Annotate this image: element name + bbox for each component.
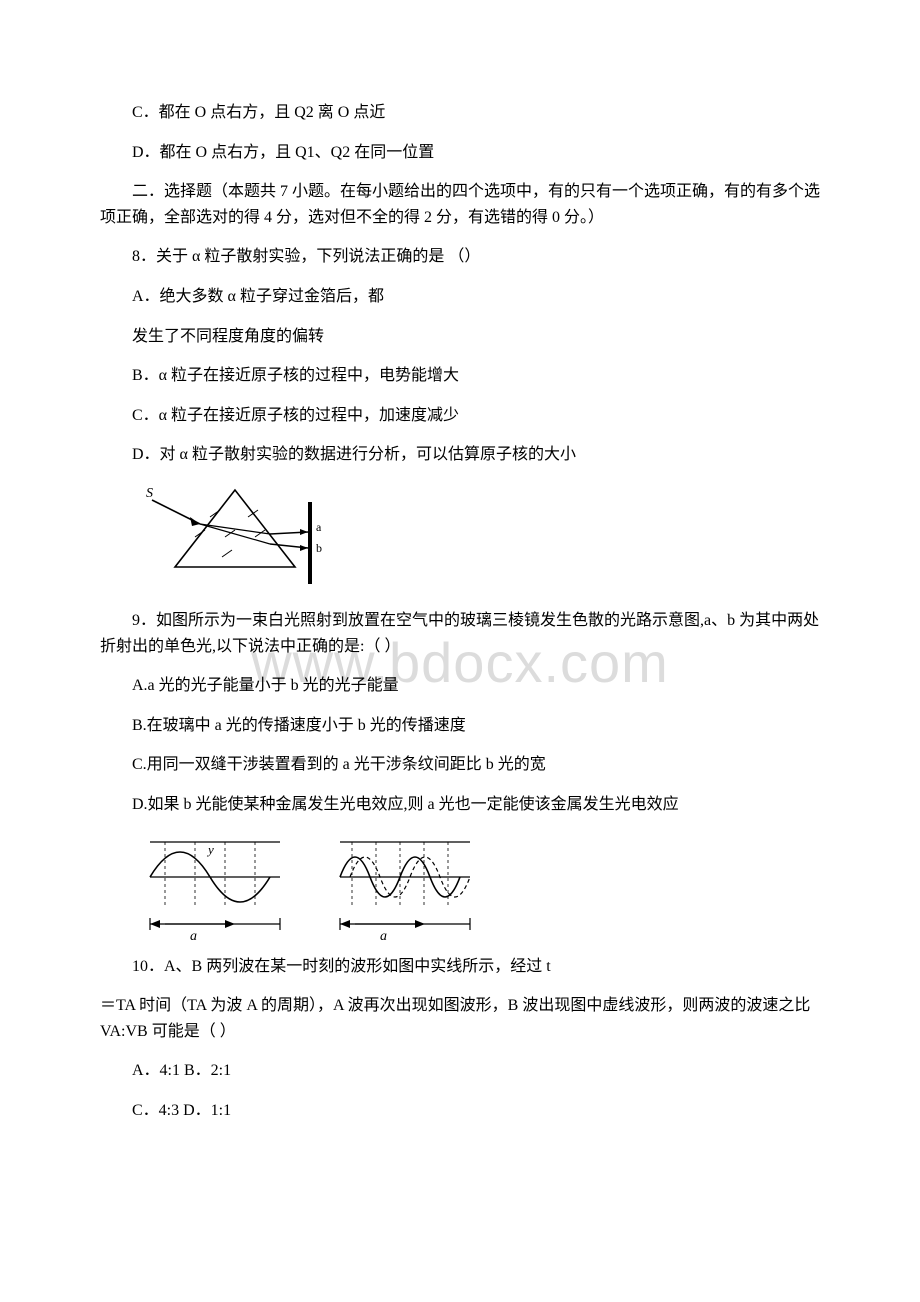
page-content: C．都在 O 点右方，且 Q2 离 O 点近 D．都在 O 点右方，且 Q1、Q… (100, 100, 820, 1123)
prism-b-label: b (316, 541, 322, 555)
prism-a-label: a (316, 520, 322, 534)
q8-stem: 8．关于 α 粒子散射实验，下列说法正确的是 （） (100, 244, 820, 270)
q8-option-b: B．α 粒子在接近原子核的过程中，电势能增大 (100, 363, 820, 389)
q10-option-cd: C．4:3 D．1:1 (100, 1098, 820, 1124)
prism-s-label: S (146, 486, 153, 501)
q7-option-d: D．都在 O 点右方，且 Q1、Q2 在同一位置 (100, 140, 820, 166)
wave-figures: y a (140, 832, 820, 942)
q8-option-c: C．α 粒子在接近原子核的过程中，加速度减少 (100, 403, 820, 429)
q8-option-a-line1: A．绝大多数 α 粒子穿过金箔后，都 (100, 284, 820, 310)
q10-stem-line2: ＝TA 时间（TA 为波 A 的周期），A 波再次出现如图波形，B 波出现图中虚… (100, 993, 820, 1044)
section2-title: 二．选择题（本题共 7 小题。在每小题给出的四个选项中，有的只有一个选项正确，有… (100, 179, 820, 230)
q7-option-c: C．都在 O 点右方，且 Q2 离 O 点近 (100, 100, 820, 126)
q9-option-a: A.a 光的光子能量小于 b 光的光子能量 (100, 673, 820, 699)
prism-svg: S a b (140, 482, 330, 602)
wave-a-a-label: a (190, 929, 197, 942)
q10-stem-line1: 10．A、B 两列波在某一时刻的波形如图中实线所示，经过 t (100, 954, 820, 980)
wave-b-svg: a (330, 832, 480, 942)
q9-stem: 9．如图所示为一束白光照射到放置在空气中的玻璃三棱镜发生色散的光路示意图,a、b… (100, 608, 820, 659)
prism-figure: S a b (140, 482, 820, 602)
q8-option-d: D．对 α 粒子散射实验的数据进行分析，可以估算原子核的大小 (100, 442, 820, 468)
q9-option-c: C.用同一双缝干涉装置看到的 a 光干涉条纹间距比 b 光的宽 (100, 752, 820, 778)
q10-option-ab: A．4:1 B．2:1 (100, 1058, 820, 1084)
q8-option-a-line2: 发生了不同程度角度的偏转 (100, 324, 820, 350)
q9-option-d: D.如果 b 光能使某种金属发生光电效应,则 a 光也一定能使该金属发生光电效应 (100, 792, 820, 818)
wave-a-svg: y a (140, 832, 290, 942)
wave-b-a-label: a (380, 929, 387, 942)
q9-option-b: B.在玻璃中 a 光的传播速度小于 b 光的传播速度 (100, 713, 820, 739)
wave-a-y-label: y (206, 842, 214, 857)
